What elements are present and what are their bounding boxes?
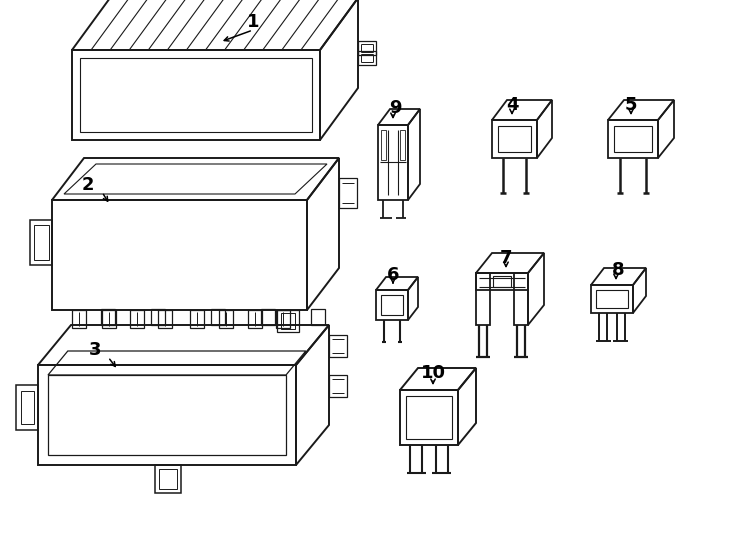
Text: 6: 6	[387, 266, 399, 284]
Text: 4: 4	[506, 96, 518, 114]
Text: 1: 1	[247, 13, 259, 31]
Text: 9: 9	[389, 99, 401, 117]
Text: 2: 2	[81, 176, 94, 194]
Text: 10: 10	[421, 364, 446, 382]
Text: 5: 5	[625, 96, 637, 114]
Text: 3: 3	[89, 341, 101, 359]
Text: 8: 8	[611, 261, 625, 279]
Text: 7: 7	[500, 249, 512, 267]
